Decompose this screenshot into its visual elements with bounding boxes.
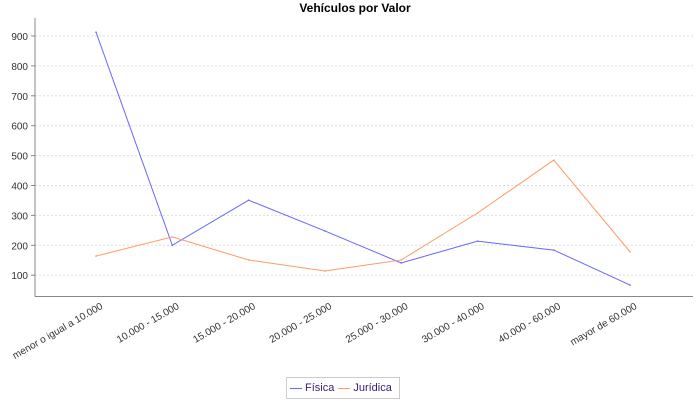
series-line-juridica <box>95 159 631 272</box>
data-point <box>247 199 250 201</box>
data-point <box>400 259 403 261</box>
y-tick-label: 600 <box>11 122 28 133</box>
x-tick-label: 40.000 - 60.000 <box>497 301 564 346</box>
data-point <box>324 230 326 232</box>
chart-title: Vehículos por Valor <box>299 1 411 15</box>
x-tick-label: 25.000 - 30.000 <box>344 301 411 346</box>
legend-swatch-fisica <box>290 387 302 389</box>
y-tick-label: 100 <box>11 271 28 282</box>
y-tick-label: 700 <box>11 92 28 103</box>
y-tick-label: 900 <box>11 32 28 43</box>
legend-label-juridica: Jurídica <box>353 382 392 394</box>
data-point <box>95 31 97 33</box>
series-line-fisica <box>95 31 631 286</box>
legend: Física Jurídica <box>286 377 400 399</box>
data-point <box>553 249 555 251</box>
data-point <box>400 262 403 264</box>
x-tick-label: 30.000 - 40.000 <box>420 301 487 346</box>
legend-swatch-juridica <box>338 387 351 389</box>
y-tick-label: 300 <box>11 211 28 222</box>
data-point <box>476 240 479 242</box>
legend-item-juridica: Jurídica <box>338 382 392 394</box>
y-tick-label: 200 <box>11 241 28 252</box>
x-tick-label: 10.000 - 15.000 <box>115 301 182 346</box>
data-point <box>247 259 250 261</box>
data-point <box>629 284 631 286</box>
data-point <box>629 251 631 253</box>
y-tick-label: 800 <box>11 62 28 73</box>
legend-item-fisica: Física <box>290 382 334 394</box>
data-point <box>324 270 326 272</box>
data-point <box>476 212 479 214</box>
x-tick-label: menor o igual a 10.000 <box>11 301 105 362</box>
data-point <box>171 244 174 247</box>
y-tick-label: 500 <box>11 152 28 163</box>
legend-label-fisica: Física <box>305 382 335 394</box>
x-tick-label: mayor de 60.000 <box>569 301 640 348</box>
x-tick-label: 20.000 - 25.000 <box>268 301 335 346</box>
data-point <box>553 159 555 161</box>
data-point <box>171 236 174 238</box>
y-tick-label: 400 <box>11 182 28 193</box>
x-tick-label: 15.000 - 20.000 <box>191 301 258 346</box>
data-point <box>95 255 97 257</box>
